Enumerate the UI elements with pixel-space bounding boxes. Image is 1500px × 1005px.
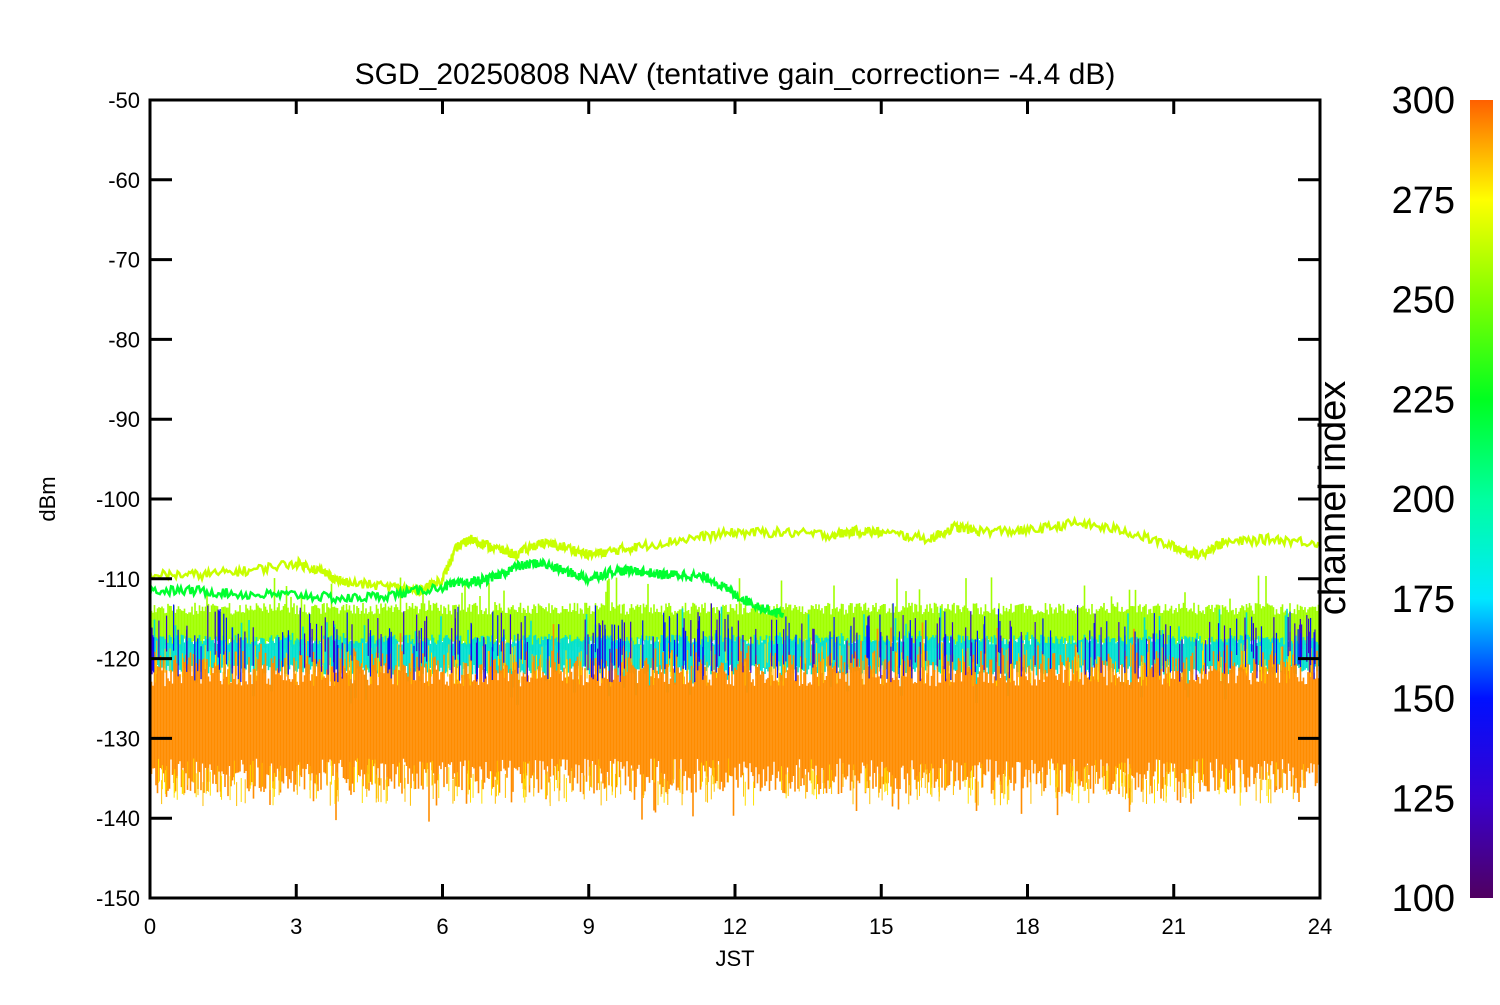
colorbar-ticks: 300 275 250 225 200 175 150 125 100 [1392,80,1455,920]
band-highlights [150,638,1312,807]
y-tick-label: -80 [108,327,140,352]
colorbar-tick-label: 125 [1392,778,1455,820]
y-tick-label: -150 [96,886,140,911]
colorbar-tick-label: 275 [1392,180,1455,222]
x-axis-label: JST [715,946,754,971]
plot-area [148,515,1321,822]
y-tick-label: -100 [96,487,140,512]
y-tick-label: -90 [108,407,140,432]
y-tick-label: -70 [108,248,140,273]
spikes [151,603,1316,683]
y-axis-label: dBm [35,476,60,521]
x-tick-label: 0 [144,914,156,939]
x-tick-label: 12 [723,914,747,939]
colorbar-tick-label: 175 [1392,579,1455,621]
x-tick-label: 9 [583,914,595,939]
y-tick-label: -50 [108,88,140,113]
series-line [148,515,1320,597]
colorbar-tick-label: 225 [1392,379,1455,421]
colorbar-tick-label: 250 [1392,280,1455,322]
y-tick-label: -120 [96,647,140,672]
colorbar-tick-label: 200 [1392,479,1455,521]
series-0 [148,515,1320,597]
colorbar-label: channel index [1312,381,1354,616]
x-tick-label: 15 [869,914,893,939]
band-2 [149,622,1321,822]
y-tick-label: -130 [96,726,140,751]
x-tick-label: 24 [1308,914,1332,939]
y-tick-label: -140 [96,806,140,831]
colorbar-tick-label: 100 [1392,878,1455,920]
x-tick-label: 6 [436,914,448,939]
colorbar-tick-label: 300 [1392,80,1455,122]
series-line [148,556,785,619]
colorbar [1470,100,1493,898]
plot-frame [148,98,1322,900]
chart-title: SGD_20250808 NAV (tentative gain_correct… [355,58,1116,91]
x-tick-label: 18 [1015,914,1039,939]
y-tick-label: -110 [98,567,140,592]
x-tick-label: 3 [290,914,302,939]
x-tick-label: 21 [1162,914,1186,939]
colorbar-tick-label: 150 [1392,679,1455,721]
axis-ticks: 0 3 6 9 12 15 18 21 24 -50 -60 -70 -80 -90 -100 -110 -12… [96,88,1332,939]
y-tick-label: -60 [108,168,140,193]
series-1 [148,556,785,619]
